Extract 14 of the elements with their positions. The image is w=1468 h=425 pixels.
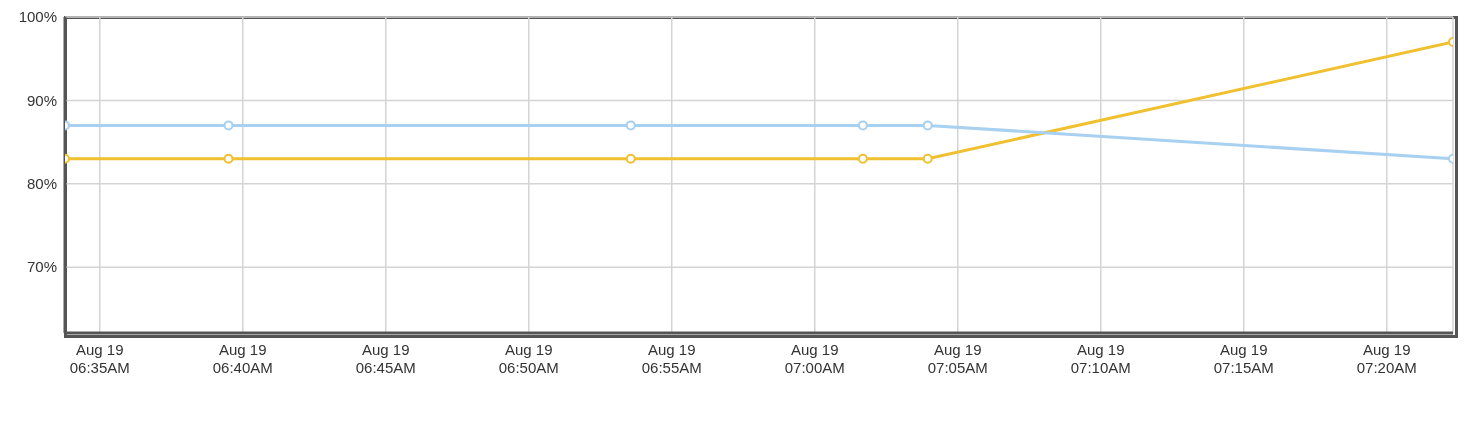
x-tick-label: Aug 19 07:10AM (1070, 341, 1131, 376)
y-tick-label: 90% (26, 91, 57, 109)
x-tick-label: Aug 19 06:50AM (498, 341, 559, 376)
y-tick-label: 70% (26, 258, 57, 276)
x-tick-label: Aug 19 07:05AM (927, 341, 988, 376)
x-tick-label: Aug 19 06:45AM (355, 341, 416, 376)
x-tick-label: Aug 19 06:40AM (212, 341, 273, 376)
x-tick-label: Aug 19 07:00AM (784, 341, 845, 376)
x-tick-label: Aug 19 06:35AM (69, 341, 130, 376)
x-tick-label: Aug 19 06:55AM (641, 341, 702, 376)
x-tick-label: Aug 19 07:20AM (1356, 341, 1417, 376)
y-tick-label: 80% (26, 175, 57, 193)
x-tick-label: Aug 19 07:15AM (1213, 341, 1274, 376)
y-tick-label: 100% (18, 8, 57, 26)
